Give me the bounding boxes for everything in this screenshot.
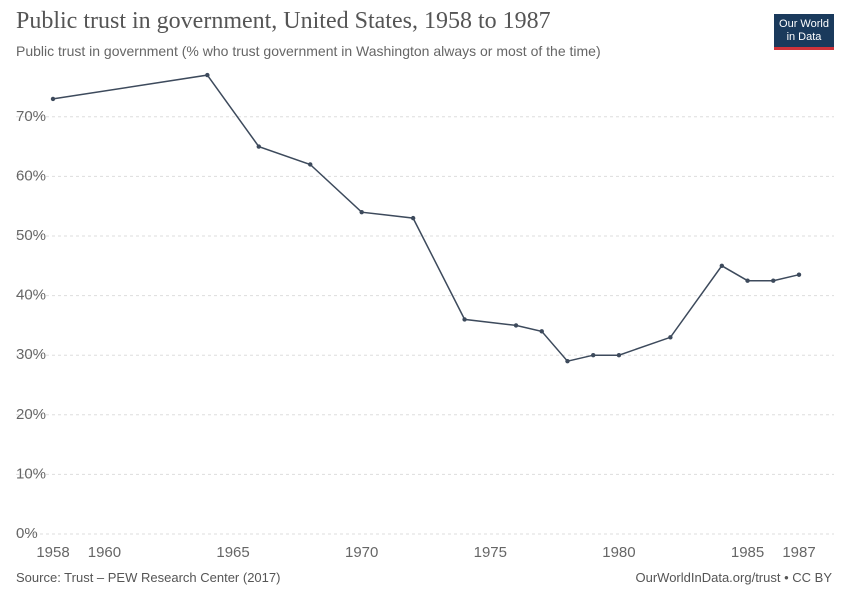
owid-logo[interactable]: Our World in Data: [774, 14, 834, 50]
x-axis-ticks: 1958 1960 1965 1970 1975 1980 1985 1987: [36, 544, 815, 561]
x-tick-label-1960: 1960: [88, 544, 121, 561]
data-point-1972: [410, 215, 416, 221]
data-point-1979: [591, 353, 596, 358]
y-tick-label-70: 70%: [16, 108, 46, 125]
x-tick-label-1980: 1980: [602, 544, 635, 561]
data-point-1970: [359, 209, 364, 215]
logo-line-2: in Data: [786, 31, 822, 43]
y-tick-label-30: 30%: [16, 346, 46, 363]
y-tick-label-40: 40%: [16, 287, 46, 304]
y-tick-label-60: 60%: [16, 167, 46, 184]
chart-subtitle: Public trust in government (% who trust …: [16, 43, 601, 59]
data-point-1985: [745, 278, 750, 283]
data-point-1980: [616, 353, 622, 358]
x-tick-label-1970: 1970: [345, 544, 378, 561]
data-point-1964: [205, 72, 210, 78]
logo-line-1: Our World: [779, 18, 829, 30]
y-tick-label-10: 10%: [16, 465, 46, 482]
data-point-1978: [565, 358, 570, 364]
x-tick-label-1975: 1975: [474, 544, 507, 561]
y-axis-ticks: 0% 10% 20% 30% 40% 50% 60% 70%: [16, 108, 46, 542]
credit-note[interactable]: OurWorldInData.org/trust • CC BY: [635, 570, 833, 585]
data-point-1976: [513, 323, 519, 328]
data-point-1968: [308, 162, 313, 167]
data-point-1984: [719, 263, 725, 268]
x-tick-label-1958: 1958: [36, 544, 69, 561]
data-point-1974: [462, 317, 467, 322]
source-note[interactable]: Source: Trust – PEW Research Center (201…: [16, 570, 281, 585]
series-layer: [50, 72, 802, 364]
x-tick-label-1985: 1985: [731, 544, 764, 561]
chart-title: Public trust in government, United State…: [16, 8, 551, 34]
data-point-1977: [539, 329, 544, 334]
series-line-0: [52, 74, 800, 363]
data-point-1958: [50, 96, 56, 102]
data-point-1987: [796, 272, 802, 277]
data-point-1986: [771, 278, 776, 283]
y-tick-label-20: 20%: [16, 406, 46, 423]
data-point-1966: [256, 144, 261, 149]
x-tick-label-1987: 1987: [782, 544, 815, 561]
data-point-1982: [668, 335, 673, 340]
x-tick-label-1965: 1965: [216, 544, 249, 561]
y-tick-label-50: 50%: [16, 227, 46, 244]
gridlines: [16, 116, 834, 535]
y-tick-label-0: 0%: [16, 525, 38, 542]
